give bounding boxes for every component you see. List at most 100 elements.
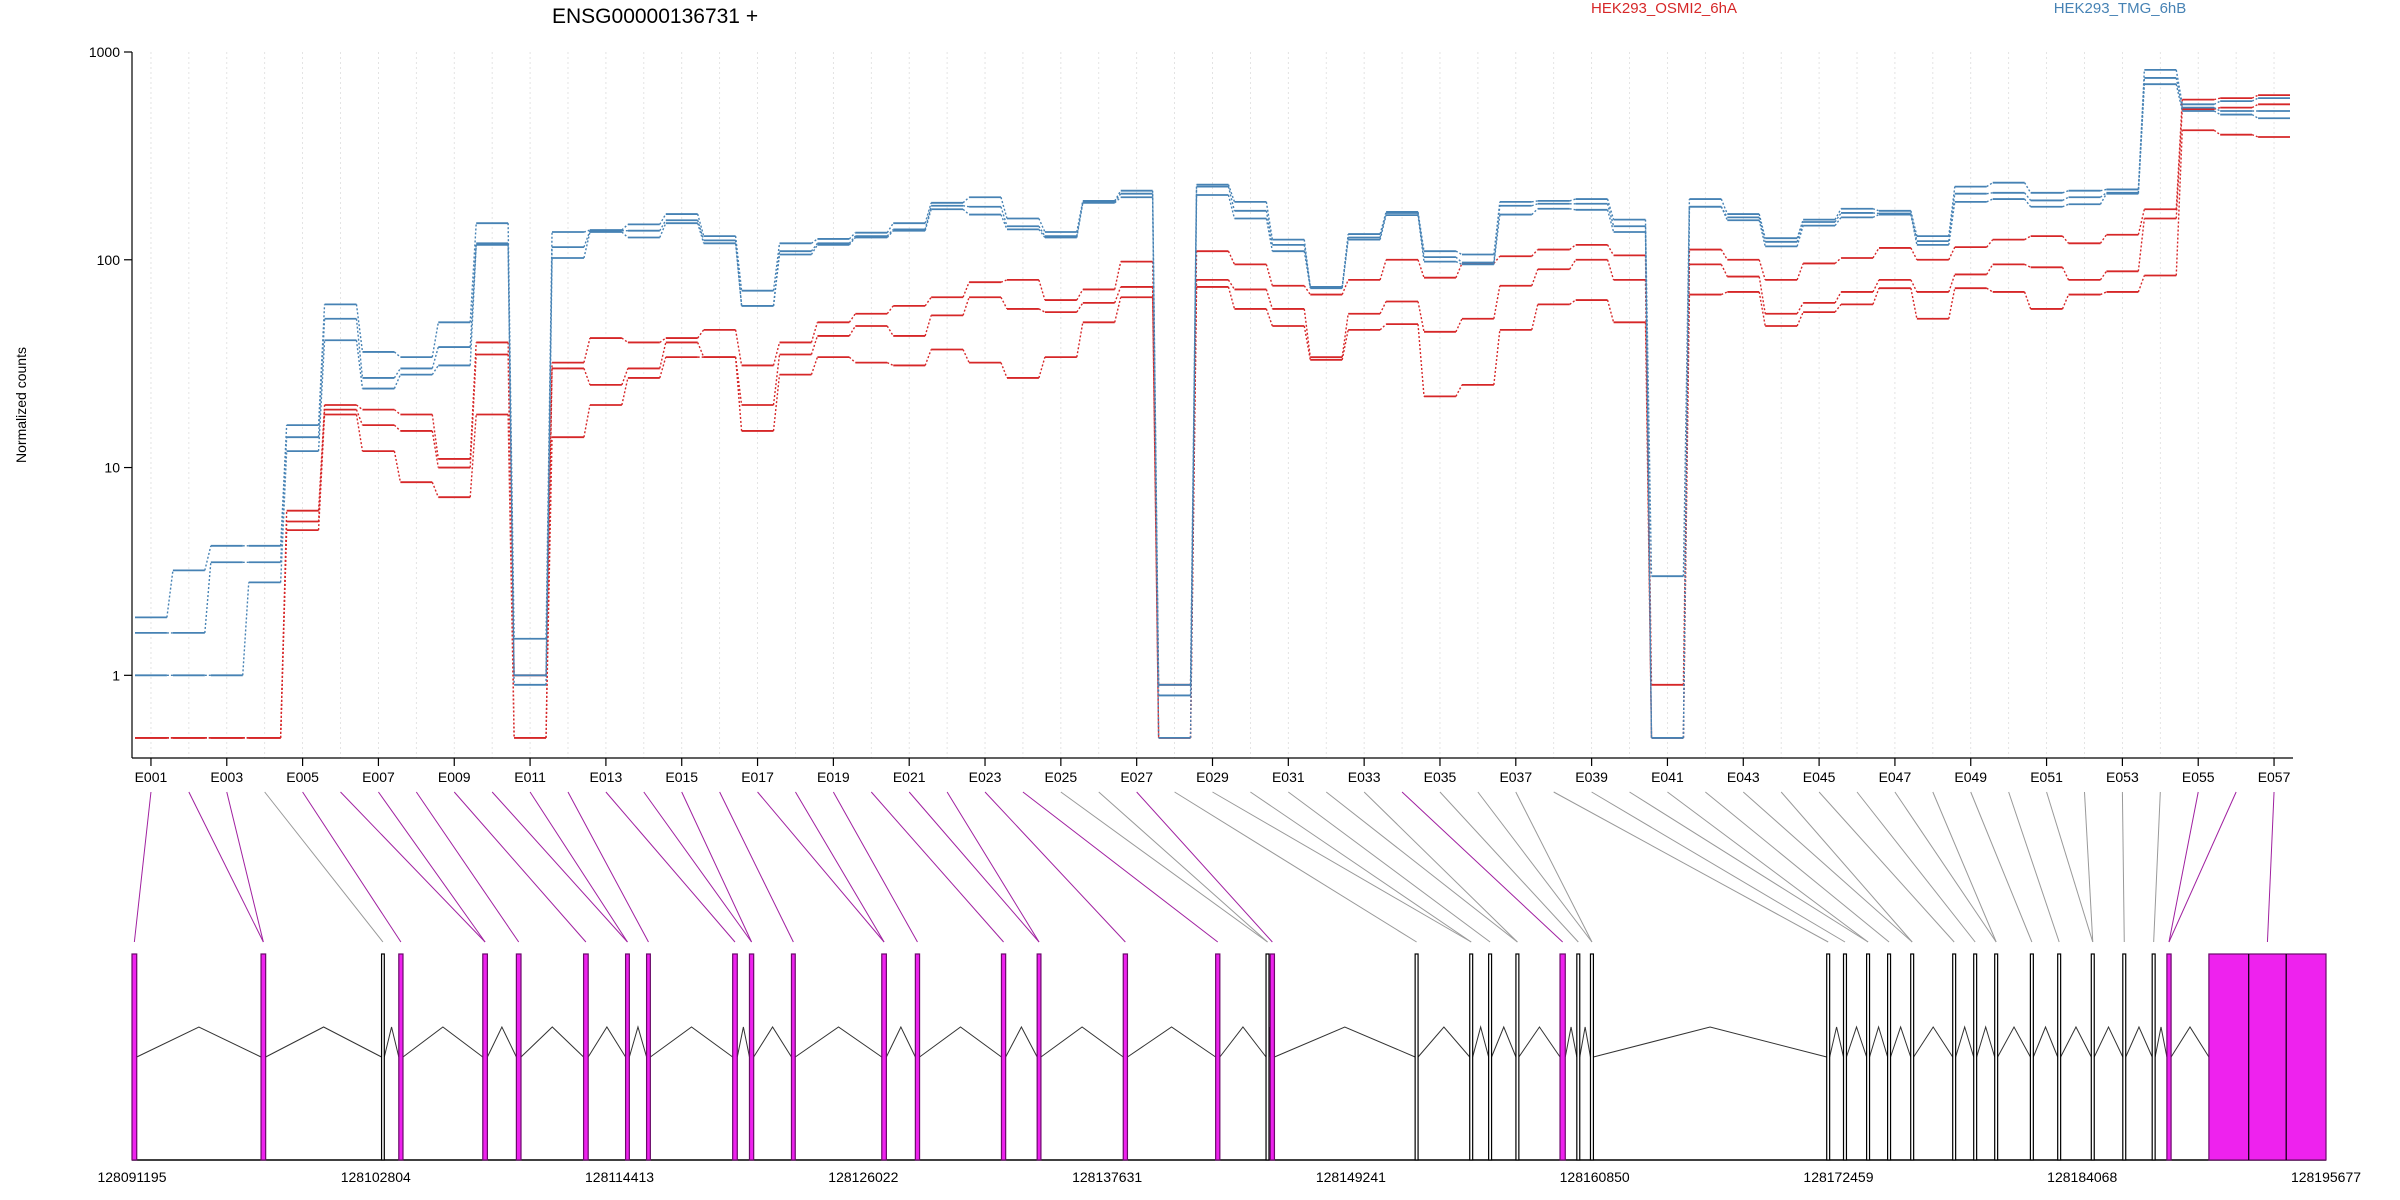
connector-e025 [1060,791,1268,943]
x-tick-label: E009 [438,769,471,785]
y-tick-label: 10 [104,460,120,476]
connector-e045 [1818,791,1955,943]
series-connector [2024,263,2031,268]
series-connector [1986,264,1994,275]
series-connector [1948,288,1956,319]
connector-e040 [1629,791,1869,943]
series-connector [924,315,932,337]
series-connector [356,404,363,411]
series-connector [1303,244,1311,288]
connector-e041 [1667,791,1869,943]
exon-highlighted [1122,953,1129,1161]
intron-line [753,1026,792,1058]
intron-line [1845,1025,1868,1058]
series-connector [1038,228,1046,238]
connector-e002 [188,791,264,943]
exon [1866,953,1871,1161]
series-osmi2-2 [135,129,2290,739]
series-connector [1758,220,1766,247]
series-connector [659,337,667,344]
intron-line [520,1026,584,1058]
series-connector [1151,286,1160,738]
connector-e005 [302,791,402,943]
intron-line [2032,1025,2059,1058]
series-connector [1000,279,1008,283]
series-connector [886,222,894,234]
series-connector [317,340,326,452]
connector-e036 [1477,791,1593,943]
series-connector [393,351,401,358]
connector-e014 [643,791,752,943]
exon [2151,953,2156,1161]
x-tick-label: E025 [1044,769,1077,785]
series-connector [1682,199,1691,577]
series-connector [848,356,856,364]
series-tmg-5 [135,83,2290,739]
series-connector [2100,188,2107,192]
series-connector [2251,103,2259,109]
series-connector [2175,77,2183,108]
connector-e033 [1363,791,1518,943]
exon [1576,953,1581,1161]
series-connector [621,337,629,344]
series-connector [1948,201,1956,245]
series-connector [2099,234,2108,244]
series-connector [2024,192,2032,201]
connector-e043 [1742,791,1913,943]
connector-e016 [719,791,794,943]
series-connector [431,322,439,358]
series-connector [1076,302,1084,313]
series-connector [1531,269,1539,286]
series-connector [1000,214,1008,230]
series-connector [848,313,856,323]
genomic-coordinate-label: 128091195 [97,1169,166,1185]
x-tick-label: E015 [665,769,698,785]
series-connector [1493,329,1501,385]
connector-e032 [1325,791,1518,943]
series-connector [1720,249,1728,261]
connector-e004 [264,791,384,943]
series-connector [279,451,288,583]
series-connector [1303,285,1311,295]
series-connector [355,318,364,378]
series-connector [1114,286,1122,304]
genomic-coordinate-label: 128102804 [341,1169,411,1185]
genomic-coordinate-label: 128114413 [585,1169,654,1185]
connector-e021 [908,791,1040,943]
series-connector [1227,186,1236,212]
x-tick-label: E013 [590,769,623,785]
connector-e037 [1515,791,1593,943]
intron-line [1518,1026,1561,1058]
exon [2090,953,2095,1161]
series-connector [1379,214,1387,240]
series-connector [2213,110,2221,116]
series-connector [1114,190,1122,202]
series-connector [1076,201,1084,237]
series-connector [507,414,515,738]
x-tick-label: E005 [286,769,319,785]
series-connector [1569,259,1577,270]
series-connector [1720,198,1728,215]
intron-line [1829,1026,1844,1058]
connector-e008 [415,791,520,943]
series-connector [2024,182,2032,194]
series-connector [1986,192,1993,195]
exon [2122,953,2127,1161]
series-connector [659,213,667,225]
x-tick-label: E023 [969,769,1002,785]
connector-e049 [1970,791,2033,943]
exon [380,953,385,1161]
intron-line [2060,1025,2092,1058]
series-connector [1379,259,1387,281]
intron-line [265,1026,382,1058]
series-connector [469,414,477,498]
series-connector [1644,219,1653,577]
series-connector [1531,208,1539,216]
series-lines [135,69,2290,739]
series-connector [1606,259,1615,281]
exon-highlighted [260,953,267,1161]
exon [1488,953,1493,1161]
intron-line [136,1026,262,1058]
series-connector [1076,202,1084,238]
